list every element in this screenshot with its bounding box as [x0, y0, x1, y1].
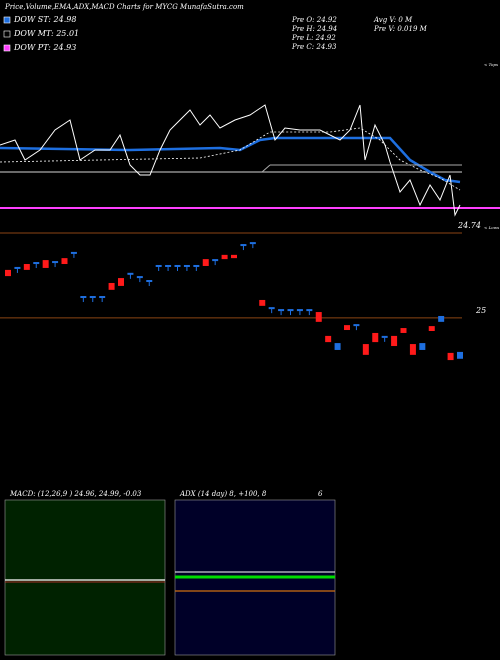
candle-stub: [129, 273, 131, 279]
candle-stub: [54, 262, 56, 268]
volume: Avg V: 0 M: [373, 16, 413, 24]
side-label: < Tops: [484, 62, 498, 67]
candle: [108, 282, 115, 290]
adx-label: ADX (14 day) 8, +100, 8: [179, 490, 267, 498]
candle-stub: [101, 297, 103, 303]
candle: [5, 269, 11, 277]
macd-label: MACD: (12,26,9 ) 24.96, 24.99, -0.03: [9, 490, 142, 498]
quote: Pre H: 24.94: [291, 25, 337, 33]
legend-entry: DOW PT: 24.93: [13, 43, 76, 52]
candle: [457, 351, 463, 359]
candle: [428, 326, 435, 332]
side-label: < Lows: [484, 225, 499, 230]
adx-value: 6: [318, 490, 323, 498]
candle: [409, 344, 416, 355]
candle-stub: [280, 310, 282, 316]
candle-stub: [299, 310, 301, 316]
candle-stub: [308, 310, 310, 316]
candle: [334, 343, 341, 350]
candle-stub: [384, 336, 386, 342]
candle-stub: [186, 265, 188, 271]
legend-swatch: [3, 44, 11, 52]
candle-stub: [82, 297, 84, 303]
annotation-label: 25: [475, 306, 486, 315]
candle: [419, 343, 426, 350]
price-line: [0, 104, 461, 217]
candle-stub: [16, 267, 18, 273]
candle-stub: [35, 263, 37, 269]
candle: [202, 259, 209, 266]
candle-stub: [92, 297, 94, 303]
candle: [23, 264, 30, 270]
candle: [259, 299, 266, 306]
candle: [42, 260, 49, 268]
quote: Pre C: 24.93: [291, 43, 337, 51]
legend-entry: DOW ST: 24.98: [13, 15, 76, 24]
candle-stub: [177, 265, 178, 271]
annotation-label: 24.74: [457, 221, 481, 230]
level-line: [261, 164, 271, 173]
candle: [221, 254, 228, 260]
candle-stub: [214, 260, 216, 266]
candle-stub: [252, 243, 254, 249]
candle-stub: [242, 245, 244, 251]
candle-stub: [167, 265, 169, 271]
legend-swatch: [3, 16, 11, 24]
quote: Pre O: 24.92: [291, 16, 337, 24]
candle-stub: [73, 252, 75, 258]
candle: [118, 278, 124, 286]
volume: Pre V: 0.019 M: [373, 25, 428, 33]
candle: [325, 335, 332, 343]
legend-swatch: [3, 30, 11, 38]
candle: [391, 335, 398, 347]
candle: [362, 344, 369, 355]
candle: [372, 332, 379, 343]
candle-stub: [290, 310, 291, 316]
candle-stub: [271, 308, 273, 314]
candle: [61, 258, 68, 265]
candle: [344, 325, 350, 331]
candle: [231, 254, 237, 259]
candle: [315, 312, 322, 322]
candle: [447, 352, 454, 361]
chart-title: Price,Volume,EMA,ADX,MACD Charts for MYC…: [4, 3, 244, 11]
legend-entry: DOW MT: 25.01: [13, 29, 79, 38]
candle-stub: [195, 265, 197, 271]
candle-stub: [139, 277, 141, 283]
candle: [438, 315, 445, 322]
candle-stub: [148, 281, 150, 287]
macd-panel: [4, 499, 166, 656]
candle-stub: [355, 325, 357, 331]
candle: [400, 328, 407, 333]
candle-stub: [158, 265, 160, 271]
ema-line: [0, 136, 461, 184]
quote: Pre L: 24.92: [291, 34, 336, 42]
